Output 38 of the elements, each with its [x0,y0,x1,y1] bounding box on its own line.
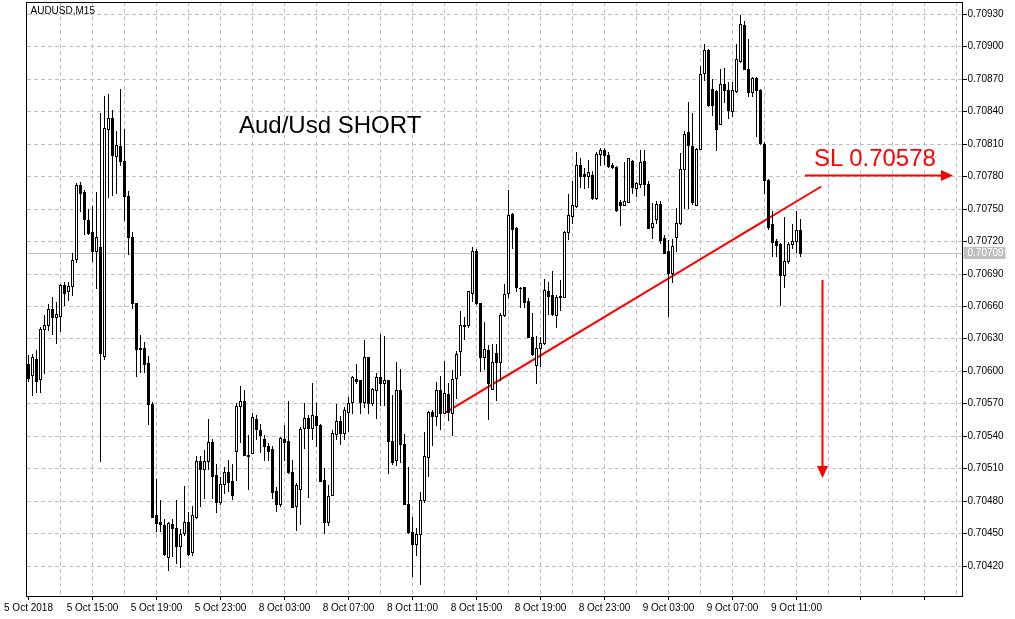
y-tick-label: 0.70810 [967,137,1005,149]
x-tick-label: 9 Oct 11:00 [771,602,823,613]
x-tick-label: 5 Oct 2018 [4,602,54,613]
y-tick-label: 0.70540 [967,429,1005,441]
x-tick-label: 8 Oct 15:00 [450,602,503,613]
y-tick-label: 0.70570 [967,397,1005,409]
y-tick-label: 0.70420 [967,559,1005,571]
y-tick-label: 0.70840 [967,104,1005,116]
ref-line-label: 0.70709 [967,246,1005,258]
x-tick-label: 8 Oct 07:00 [322,602,375,613]
y-tick-label: 0.70780 [967,169,1005,181]
x-tick-label: 5 Oct 19:00 [130,602,183,613]
x-tick-label: 8 Oct 11:00 [387,602,439,613]
y-tick-label: 0.70900 [967,40,1005,51]
y-tick-label: 0.70930 [967,7,1005,19]
candlestick [519,286,522,309]
y-tick-label: 0.70600 [967,364,1005,376]
x-tick-label: 8 Oct 23:00 [578,602,631,613]
y-tick-label: 0.70720 [967,234,1005,246]
candlestick [159,499,162,533]
x-tick-label: 9 Oct 03:00 [642,602,695,613]
x-tick-label: 9 Oct 07:00 [706,602,759,613]
x-tick-label: 5 Oct 15:00 [66,602,119,613]
y-tick-label: 0.70480 [967,494,1005,506]
y-tick-label: 0.70630 [967,332,1005,344]
y-tick-label: 0.70690 [967,267,1005,279]
candlestick [379,334,382,406]
y-tick-label: 0.70870 [967,72,1005,84]
x-tick-label: 5 Oct 23:00 [194,602,247,613]
annotation: SL 0.70578 [814,144,936,171]
x-tick-label: 8 Oct 19:00 [514,602,567,613]
y-tick-label: 0.70660 [967,299,1005,311]
chart-title: AUDUSD,M15 [30,5,96,16]
annotation: Aud/Usd SHORT [239,111,422,138]
y-tick-label: 0.70750 [967,202,1005,214]
y-tick-label: 0.70450 [967,526,1005,538]
y-tick-label: 0.70510 [967,461,1005,473]
x-tick-label: 8 Oct 03:00 [258,602,311,613]
